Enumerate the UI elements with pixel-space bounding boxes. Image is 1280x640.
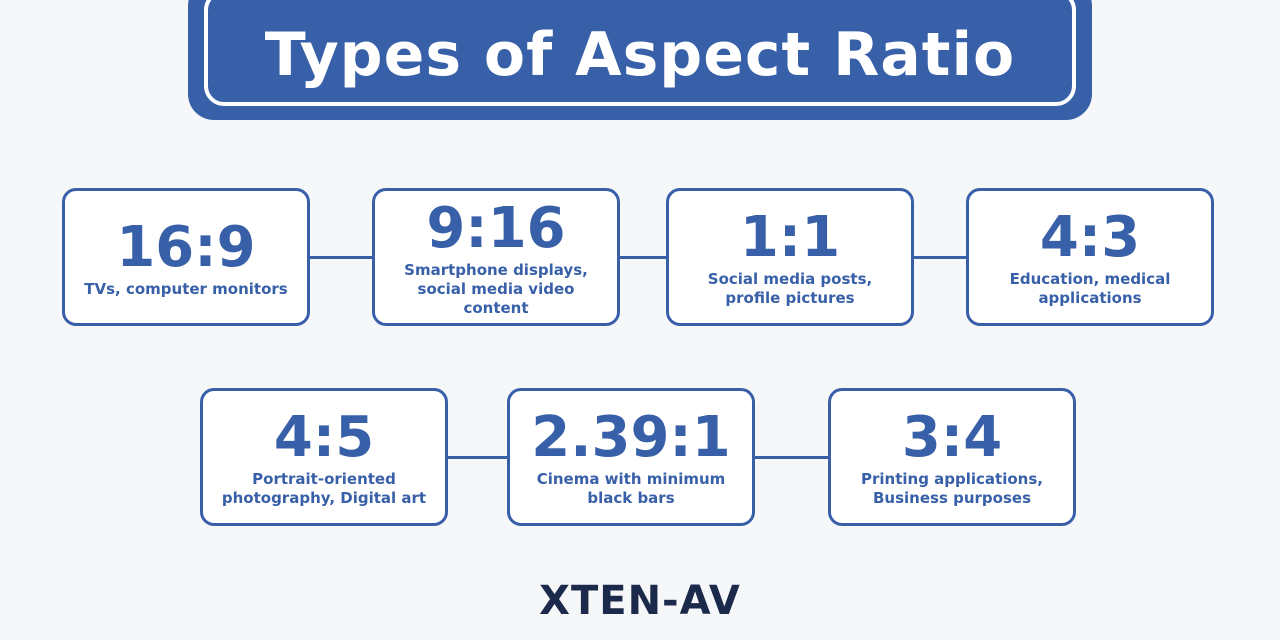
connector: [448, 456, 507, 459]
ratio-description: TVs, computer monitors: [84, 279, 288, 298]
ratio-value: 9:16: [426, 195, 566, 261]
ratio-description: Printing applications, Business purposes: [861, 470, 1043, 507]
ratio-description: Education, medical applications: [1009, 270, 1171, 307]
ratio-description: Smartphone displays, social media video …: [404, 260, 588, 317]
title: Types of Aspect Ratio: [264, 20, 1016, 90]
ratio-card: 4:3 Education, medical applications: [966, 188, 1214, 326]
ratio-value: 1:1: [739, 205, 841, 270]
ratio-description: Portrait-oriented photography, Digital a…: [221, 470, 427, 507]
ratio-value: 16:9: [116, 214, 256, 280]
ratio-card: 9:16 Smartphone displays, social media vi…: [372, 188, 620, 326]
ratio-card: 1:1 Social media posts, profile pictures: [666, 188, 914, 326]
ratio-card: 16:9 TVs, computer monitors: [62, 188, 310, 326]
connector: [310, 256, 372, 259]
ratio-value: 4:3: [1039, 205, 1141, 270]
ratio-card: 3:4 Printing applications, Business purpo…: [828, 388, 1076, 526]
logo: XTEN-AV: [539, 578, 741, 624]
ratio-value: 3:4: [901, 405, 1003, 470]
ratio-card: 4:5 Portrait-oriented photography, Digita…: [200, 388, 448, 526]
ratio-value: 2.39:1: [531, 405, 731, 470]
connector: [620, 256, 666, 259]
ratio-description: Social media posts, profile pictures: [707, 270, 873, 307]
title-banner: Types of Aspect Ratio: [188, 0, 1092, 120]
ratio-card: 2.39:1 Cinema with minimum black bars: [507, 388, 755, 526]
title-frame: Types of Aspect Ratio: [204, 0, 1076, 106]
ratio-description: Cinema with minimum black bars: [536, 470, 726, 507]
connector: [914, 256, 966, 259]
connector: [755, 456, 828, 459]
ratio-value: 4:5: [273, 405, 375, 470]
